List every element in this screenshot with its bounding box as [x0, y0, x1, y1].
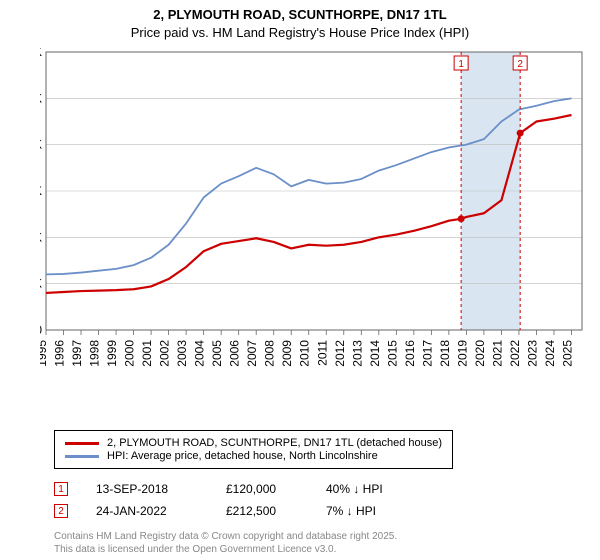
svg-text:2024: 2024	[543, 340, 557, 367]
legend-swatch	[65, 442, 99, 445]
tx-date: 13-SEP-2018	[96, 482, 226, 496]
svg-text:2016: 2016	[403, 340, 417, 367]
svg-text:2005: 2005	[210, 340, 224, 367]
footnote: Contains HM Land Registry data © Crown c…	[54, 531, 397, 556]
svg-text:£200K: £200K	[40, 138, 42, 152]
svg-text:2008: 2008	[263, 340, 277, 367]
table-row: 2 24-JAN-2022 £212,500 7% ↓ HPI	[54, 500, 456, 522]
svg-text:1996: 1996	[53, 340, 67, 367]
svg-text:2019: 2019	[455, 340, 469, 367]
title-line-1: 2, PLYMOUTH ROAD, SCUNTHORPE, DN17 1TL	[153, 7, 447, 22]
chart-title: 2, PLYMOUTH ROAD, SCUNTHORPE, DN17 1TL P…	[0, 0, 600, 41]
chart-container: 2, PLYMOUTH ROAD, SCUNTHORPE, DN17 1TL P…	[0, 0, 600, 560]
tx-price: £120,000	[226, 482, 326, 496]
legend-swatch	[65, 455, 99, 458]
svg-text:2021: 2021	[490, 340, 504, 367]
svg-text:2002: 2002	[158, 340, 172, 367]
svg-text:2013: 2013	[350, 340, 364, 367]
svg-text:2011: 2011	[315, 340, 329, 366]
svg-text:2022: 2022	[508, 340, 522, 367]
svg-text:2004: 2004	[193, 340, 207, 367]
svg-text:2009: 2009	[280, 340, 294, 367]
svg-text:2018: 2018	[438, 340, 452, 367]
footnote-line-2: This data is licensed under the Open Gov…	[54, 544, 336, 555]
svg-text:£300K: £300K	[40, 48, 42, 59]
legend-item: 2, PLYMOUTH ROAD, SCUNTHORPE, DN17 1TL (…	[65, 437, 442, 449]
svg-text:1998: 1998	[88, 340, 102, 367]
svg-text:2020: 2020	[473, 340, 487, 367]
svg-text:2: 2	[517, 59, 523, 70]
svg-text:1999: 1999	[105, 340, 119, 367]
chart-svg: £0£50K£100K£150K£200K£250K£300K199519961…	[40, 48, 588, 426]
tx-diff: 40% ↓ HPI	[326, 482, 456, 496]
svg-text:£250K: £250K	[40, 91, 42, 105]
legend-label: HPI: Average price, detached house, Nort…	[107, 450, 378, 462]
legend-item: HPI: Average price, detached house, Nort…	[65, 450, 442, 462]
tx-diff: 7% ↓ HPI	[326, 504, 456, 518]
svg-text:2000: 2000	[123, 340, 137, 367]
tx-marker-box: 1	[54, 482, 68, 496]
table-row: 1 13-SEP-2018 £120,000 40% ↓ HPI	[54, 478, 456, 500]
svg-text:2001: 2001	[140, 340, 154, 367]
legend-label: 2, PLYMOUTH ROAD, SCUNTHORPE, DN17 1TL (…	[107, 437, 442, 449]
svg-text:2025: 2025	[560, 340, 574, 367]
svg-text:2015: 2015	[385, 340, 399, 367]
tx-date: 24-JAN-2022	[96, 504, 226, 518]
tx-marker-number: 2	[58, 506, 64, 517]
svg-text:1997: 1997	[70, 340, 84, 367]
transactions-table: 1 13-SEP-2018 £120,000 40% ↓ HPI 2 24-JA…	[54, 478, 456, 522]
tx-marker-box: 2	[54, 504, 68, 518]
svg-text:2012: 2012	[333, 340, 347, 367]
svg-text:2023: 2023	[525, 340, 539, 367]
tx-marker-number: 1	[58, 484, 64, 495]
svg-text:1: 1	[458, 59, 464, 70]
svg-text:2017: 2017	[420, 340, 434, 367]
svg-text:2014: 2014	[368, 340, 382, 367]
svg-text:2007: 2007	[245, 340, 259, 367]
svg-text:2003: 2003	[175, 340, 189, 367]
svg-text:£50K: £50K	[40, 277, 42, 291]
svg-text:£0: £0	[40, 323, 42, 337]
plot-area: £0£50K£100K£150K£200K£250K£300K199519961…	[40, 48, 588, 378]
footnote-line-1: Contains HM Land Registry data © Crown c…	[54, 531, 397, 542]
svg-text:1995: 1995	[40, 340, 49, 367]
svg-text:£150K: £150K	[40, 184, 42, 198]
tx-price: £212,500	[226, 504, 326, 518]
title-line-2: Price paid vs. HM Land Registry's House …	[131, 25, 469, 40]
svg-text:2006: 2006	[228, 340, 242, 367]
svg-text:2010: 2010	[298, 340, 312, 367]
svg-text:£100K: £100K	[40, 230, 42, 244]
legend: 2, PLYMOUTH ROAD, SCUNTHORPE, DN17 1TL (…	[54, 430, 453, 469]
